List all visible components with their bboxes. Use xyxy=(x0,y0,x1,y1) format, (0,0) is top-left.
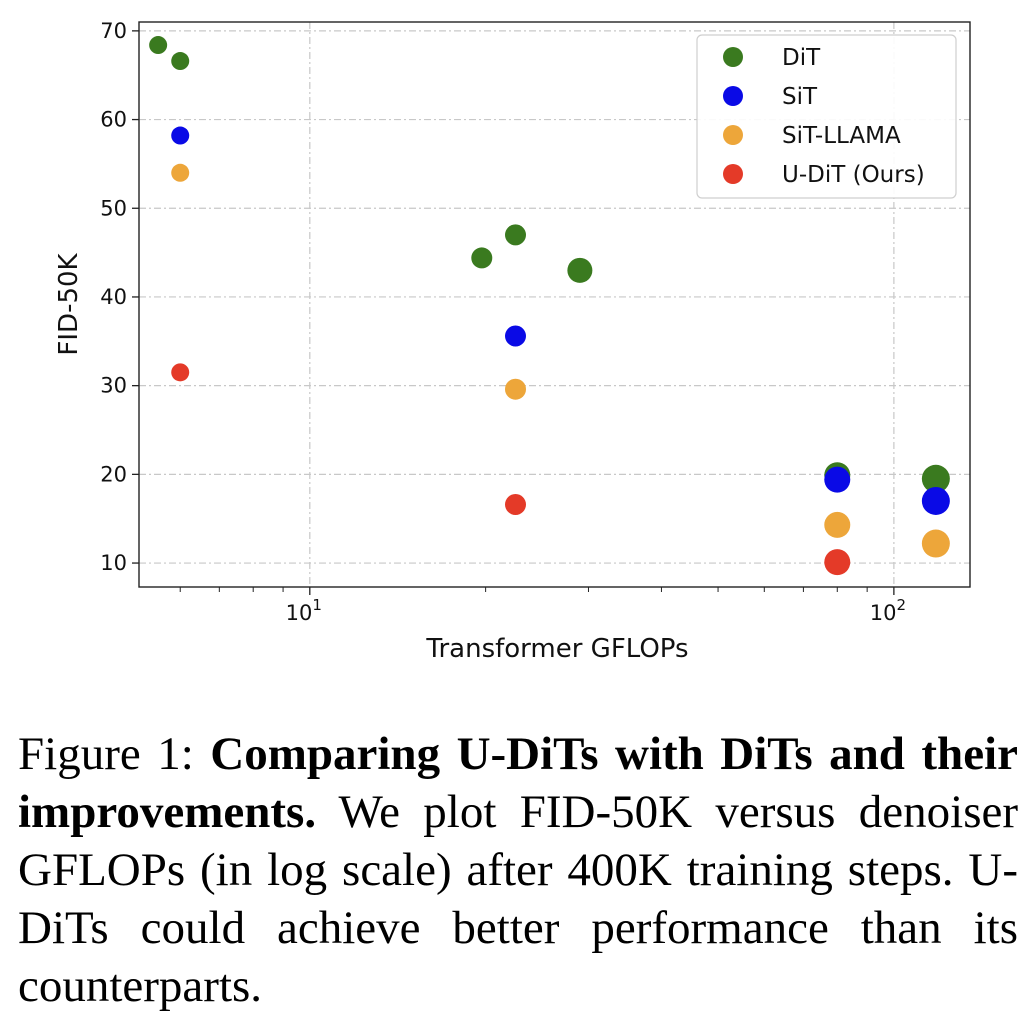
point-sit xyxy=(921,486,950,515)
y-tick-label: 40 xyxy=(100,285,127,309)
x-tick-label: 102 xyxy=(870,596,906,625)
caption-prefix: Figure 1: xyxy=(18,728,211,780)
legend-label: U-DiT (Ours) xyxy=(782,162,925,188)
legend-label: DiT xyxy=(782,45,821,71)
plot-frame xyxy=(138,21,971,588)
caption-rest: We plot FID-50K versus denoiser GFLOPs (… xyxy=(18,786,1018,1012)
x-axis-title: Transformer GFLOPs xyxy=(425,634,688,664)
point-sit-llama xyxy=(921,529,950,558)
caption-bold: Comparing U-DiTs with DiTs and their imp… xyxy=(18,728,1018,838)
point-u-dit-ours xyxy=(824,549,851,576)
y-tick-label: 60 xyxy=(100,108,127,132)
legend-box xyxy=(696,34,957,199)
point-sit xyxy=(824,466,851,493)
point-dit xyxy=(921,464,950,493)
point-sit-llama xyxy=(171,163,190,182)
y-tick-label: 50 xyxy=(100,196,127,220)
legend-marker xyxy=(723,125,743,145)
x-tick-label: 101 xyxy=(286,596,322,625)
point-dit xyxy=(471,247,493,269)
chart: 10 20 30 40 50 60 70 101 102 Transformer GFLOPs FI… xyxy=(54,19,971,664)
y-tick-label: 30 xyxy=(100,374,127,398)
point-sit xyxy=(171,126,190,145)
point-dit xyxy=(171,52,190,71)
point-sit-llama xyxy=(505,378,527,400)
point-sit xyxy=(505,325,527,347)
legend-marker xyxy=(723,47,743,67)
point-sit-llama xyxy=(824,511,851,538)
legend-label: SiT-LLAMA xyxy=(782,123,901,149)
point-dit xyxy=(567,257,593,283)
figure-caption: Figure 1: Comparing U-DiTs with DiTs and… xyxy=(18,725,1018,1015)
y-axis-title: FID-50K xyxy=(54,252,84,355)
point-u-dit-ours xyxy=(505,494,527,516)
y-tick-label: 70 xyxy=(100,19,127,43)
legend-marker xyxy=(723,86,743,106)
legend-label: SiT xyxy=(782,84,818,110)
y-tick-label: 20 xyxy=(100,462,127,486)
y-tick-label: 10 xyxy=(100,551,127,575)
legend-marker xyxy=(723,164,743,184)
point-dit xyxy=(149,36,168,55)
point-u-dit-ours xyxy=(171,363,190,382)
point-dit xyxy=(505,224,527,246)
legend: DiT SiT SiT-LLAMA U-DiT (Ours) xyxy=(696,34,957,199)
